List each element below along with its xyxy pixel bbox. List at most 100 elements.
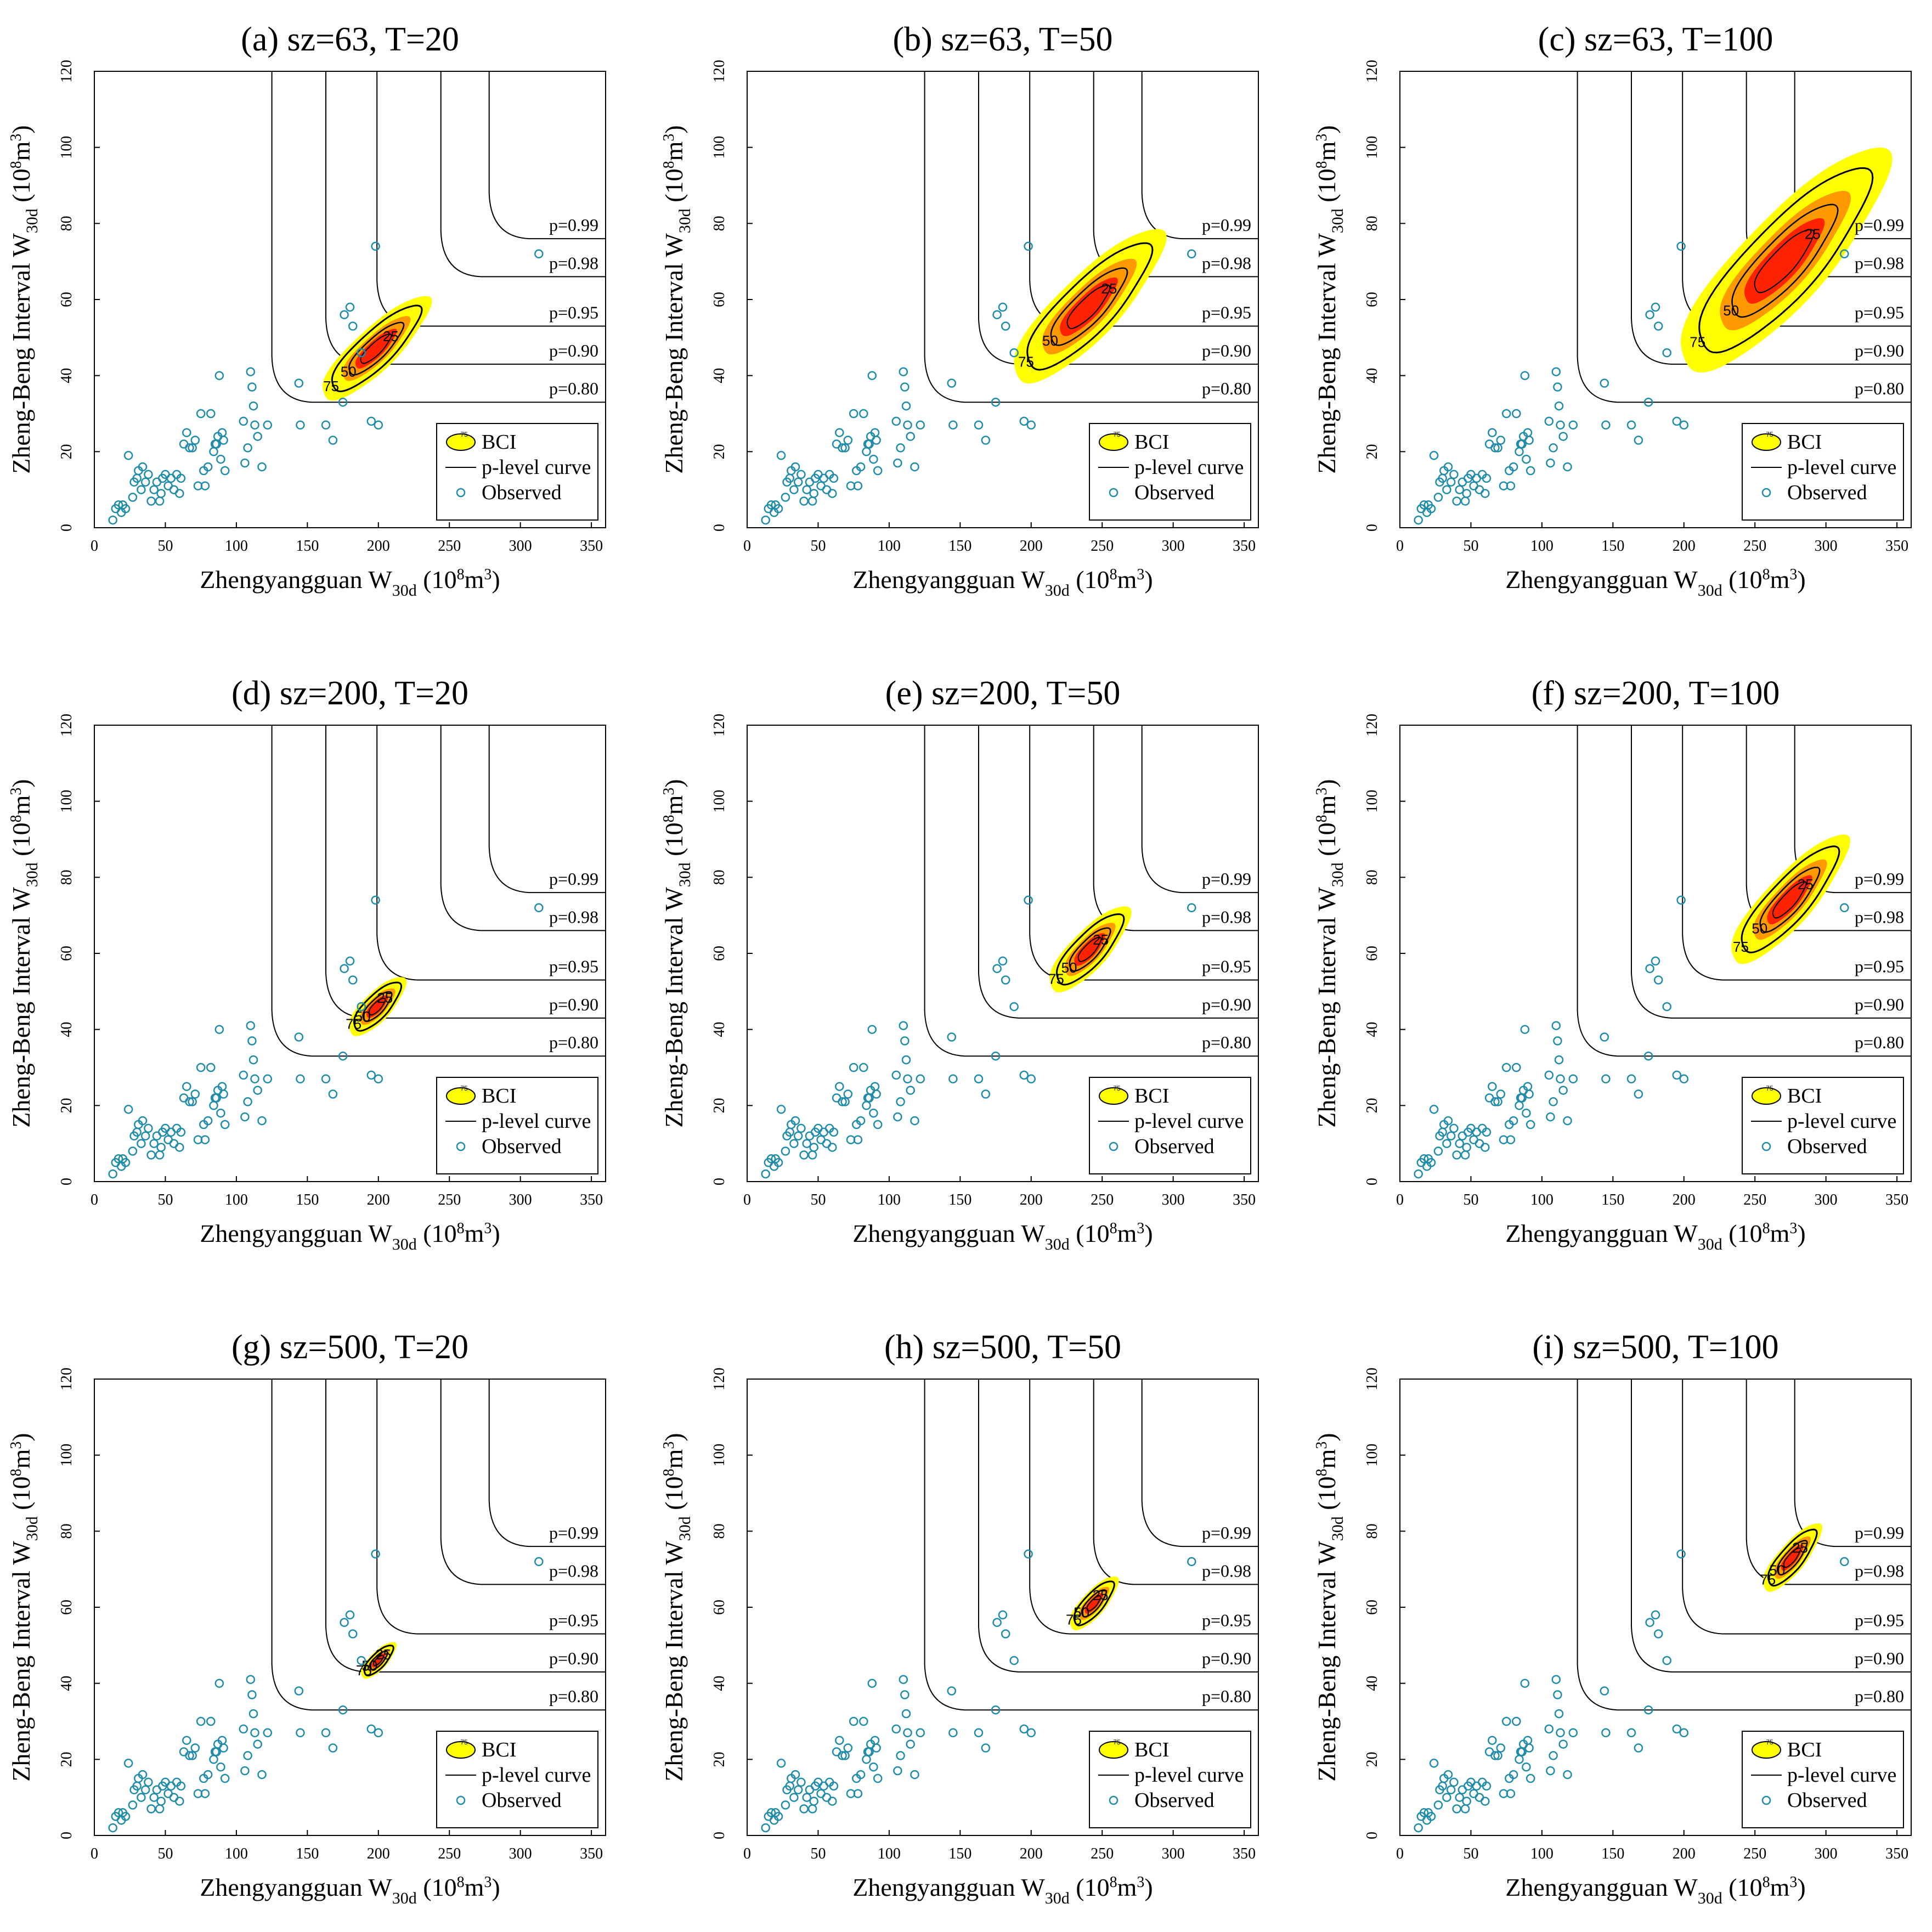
observed-point bbox=[1449, 470, 1459, 479]
observed-point bbox=[809, 1797, 818, 1806]
panel-title: (i) sz=500, T=100 bbox=[1532, 1329, 1778, 1366]
observed-point bbox=[1449, 1777, 1459, 1787]
bci-contour-50 bbox=[362, 991, 393, 1023]
y-tick-label: 100 bbox=[58, 1444, 75, 1467]
observed-point bbox=[338, 1051, 348, 1061]
observed-point bbox=[248, 401, 258, 411]
p-level-curve bbox=[376, 71, 606, 327]
bci-contour-25 bbox=[368, 997, 386, 1016]
observed-point bbox=[1568, 1074, 1578, 1084]
y-tick-label: 60 bbox=[58, 292, 75, 307]
observed-point bbox=[1556, 1074, 1565, 1084]
observed-point bbox=[1546, 458, 1555, 468]
y-tick-label: 20 bbox=[58, 444, 75, 459]
x-tick-label: 250 bbox=[1091, 538, 1114, 555]
observed-point bbox=[348, 1629, 358, 1639]
observed-point bbox=[1558, 1739, 1568, 1749]
observed-point bbox=[992, 1618, 1002, 1627]
panel-c: (c) sz=63, T=100 0 50 100 150 200 250 300 350 0 20… bbox=[1313, 21, 1912, 600]
observed-point bbox=[175, 1797, 184, 1806]
p-level-curve bbox=[271, 1379, 606, 1711]
observed-point bbox=[1546, 1112, 1555, 1122]
legend-bci-swatch bbox=[446, 1087, 476, 1105]
observed-point bbox=[1556, 1728, 1565, 1738]
observed-point bbox=[1522, 1108, 1531, 1118]
observed-point bbox=[175, 489, 184, 498]
contour-label: 75 bbox=[1760, 1572, 1776, 1588]
observed-point bbox=[123, 1105, 133, 1114]
x-axis-label: Zhengyangguan W30d (108m3) bbox=[852, 566, 1153, 600]
observed-point bbox=[893, 1766, 902, 1776]
observed-point bbox=[345, 302, 355, 312]
observed-point bbox=[294, 1686, 304, 1696]
legend-bci-swatch-label: 75 bbox=[1113, 431, 1121, 438]
p-level-label: p=0.98 bbox=[1202, 1561, 1251, 1580]
observed-point bbox=[853, 1789, 863, 1798]
x-tick-label: 50 bbox=[1463, 1845, 1478, 1862]
y-tick-label: 80 bbox=[711, 869, 728, 885]
observed-point bbox=[829, 1127, 839, 1137]
observed-point bbox=[1634, 1089, 1643, 1099]
x-tick-label: 0 bbox=[1396, 538, 1404, 555]
x-tick-label: 250 bbox=[1743, 1845, 1766, 1862]
observed-point bbox=[1433, 493, 1443, 502]
observed-point bbox=[176, 473, 186, 483]
observed-point bbox=[214, 371, 224, 380]
observed-point bbox=[901, 401, 911, 411]
observed-point bbox=[188, 1751, 197, 1760]
observed-point bbox=[220, 1773, 230, 1783]
contour-label: 25 bbox=[1792, 1539, 1808, 1556]
p-level-curve bbox=[1794, 1379, 1911, 1547]
observed-series bbox=[108, 1549, 544, 1833]
legend-observed-label: Observed bbox=[1134, 481, 1214, 504]
observed-point bbox=[910, 1770, 919, 1780]
p-level-label: p=0.99 bbox=[1202, 215, 1251, 235]
observed-point bbox=[1009, 1656, 1019, 1665]
contour-label: 25 bbox=[1093, 931, 1109, 948]
observed-point bbox=[1442, 1139, 1451, 1148]
observed-point bbox=[374, 1728, 383, 1738]
contour-label: 75 bbox=[1690, 334, 1705, 350]
y-tick-label: 60 bbox=[711, 1600, 728, 1615]
panel-title: (a) sz=63, T=20 bbox=[241, 21, 459, 58]
observed-point bbox=[149, 1139, 159, 1148]
x-tick-label: 250 bbox=[438, 1845, 461, 1862]
x-tick-label: 150 bbox=[1601, 1191, 1624, 1208]
y-axis-label: Zheng-Beng Interval W30d (108m3) bbox=[660, 125, 694, 474]
bci-band-25 bbox=[355, 329, 397, 369]
observed-point bbox=[203, 462, 213, 472]
observed-point bbox=[773, 1158, 783, 1167]
p-level-curve bbox=[1682, 725, 1911, 981]
observed-point bbox=[1601, 1728, 1611, 1738]
observed-point bbox=[246, 1675, 256, 1684]
y-tick-label: 100 bbox=[711, 136, 728, 159]
observed-point bbox=[872, 1743, 881, 1753]
contour-label: 50 bbox=[1061, 959, 1077, 976]
observed-point bbox=[257, 462, 267, 472]
p-level-curve bbox=[271, 71, 606, 403]
observed-point bbox=[338, 397, 348, 407]
observed-point bbox=[948, 1728, 958, 1738]
legend-bci-label: BCI bbox=[1787, 431, 1822, 454]
observed-point bbox=[296, 1728, 305, 1738]
observed-point bbox=[781, 1800, 790, 1810]
observed-point bbox=[1429, 1105, 1439, 1114]
observed-point bbox=[1009, 348, 1019, 358]
x-tick-label: 50 bbox=[1463, 1191, 1478, 1208]
observed-point bbox=[138, 462, 148, 472]
observed-point bbox=[853, 1135, 863, 1144]
observed-point bbox=[1501, 1716, 1511, 1726]
legend-bci-swatch bbox=[1752, 1087, 1781, 1105]
observed-point bbox=[829, 473, 839, 483]
observed-point bbox=[947, 1032, 957, 1042]
observed-point bbox=[835, 1082, 844, 1091]
x-tick-label: 150 bbox=[948, 538, 971, 555]
x-tick-label: 300 bbox=[1815, 538, 1838, 555]
x-tick-label: 0 bbox=[1396, 1845, 1404, 1862]
x-tick-label: 100 bbox=[1530, 1191, 1553, 1208]
observed-point bbox=[1496, 1089, 1506, 1099]
